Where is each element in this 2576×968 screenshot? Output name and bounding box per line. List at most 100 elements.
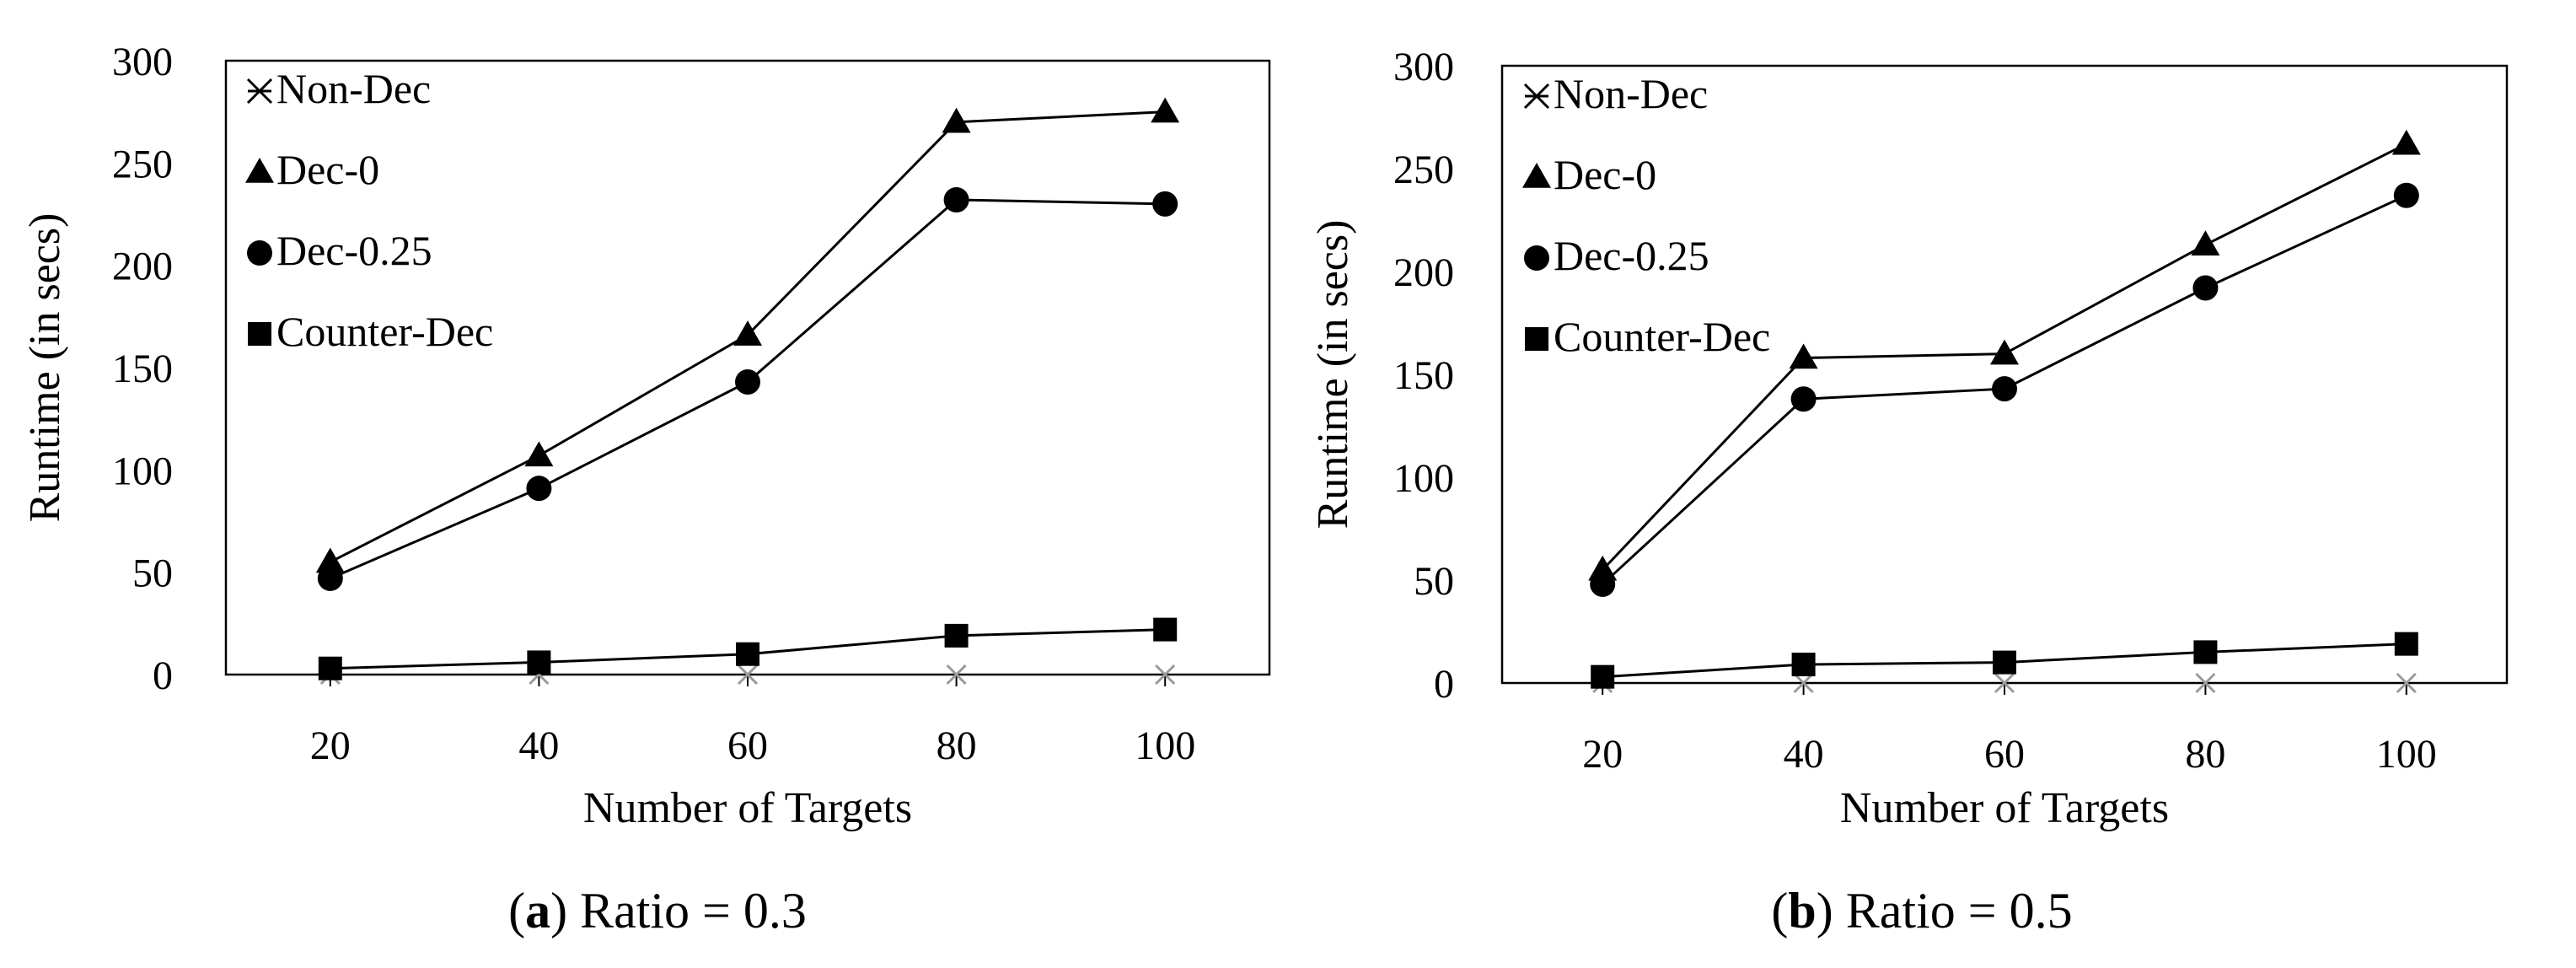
y-axis-label: Runtime (in secs) — [1309, 220, 1357, 530]
legend-marker — [248, 322, 271, 346]
data-point — [2191, 230, 2220, 256]
y-tick-label: 200 — [1393, 250, 1454, 295]
data-point — [1789, 343, 1818, 369]
legend-marker — [1524, 245, 1549, 271]
y-tick-label: 200 — [112, 245, 173, 289]
data-point — [736, 642, 759, 666]
panel-caption: (a) Ratio = 0.3 — [508, 883, 807, 938]
legend-marker — [247, 240, 272, 266]
legend-marker — [1523, 83, 1550, 110]
legend-label: Counter-Dec — [276, 308, 493, 355]
legend-label: Dec-0.25 — [276, 227, 432, 274]
data-point — [2193, 640, 2218, 664]
data-point — [1155, 664, 1176, 686]
legend-marker — [1522, 163, 1551, 188]
legend: Non-Dec Dec-0 Dec-0.25 Counter-Dec — [245, 65, 493, 355]
x-tick-label: 60 — [727, 723, 768, 768]
y-tick-label: 300 — [112, 40, 173, 84]
legend: Non-Dec Dec-0 Dec-0.25 Counter-Dec — [1522, 70, 1770, 360]
data-point — [2396, 672, 2417, 694]
y-tick-label: 250 — [1393, 148, 1454, 192]
legend-marker — [245, 158, 274, 183]
data-point — [1152, 191, 1178, 217]
data-point — [946, 664, 967, 686]
caption-text: ) Ratio = 0.3 — [550, 883, 807, 938]
y-tick-label: 50 — [1414, 559, 1454, 604]
series-dec-0-25 — [1590, 182, 2419, 597]
x-tick-label: 80 — [936, 723, 977, 768]
data-point — [943, 187, 969, 213]
plot-frame — [224, 59, 1271, 676]
legend-label: Non-Dec — [1554, 70, 1708, 117]
x-tick-label: 40 — [1784, 732, 1824, 777]
x-tick-label: 60 — [1984, 732, 2025, 777]
data-point — [735, 368, 760, 395]
x-tick-label: 80 — [2185, 732, 2225, 777]
data-point — [1791, 653, 1816, 677]
data-point — [733, 320, 762, 346]
caption-letter: b — [1788, 883, 1816, 938]
x-tick-label: 40 — [518, 723, 559, 768]
data-point — [317, 565, 343, 591]
legend-label: Dec-0.25 — [1554, 232, 1709, 279]
caption-prefix: ( — [1771, 883, 1788, 938]
series-counter-dec — [1591, 632, 2418, 689]
data-point — [2192, 275, 2219, 301]
data-point — [315, 547, 345, 573]
x-tick-label: 100 — [1135, 723, 1195, 768]
series-dec-0-25 — [317, 187, 1178, 591]
caption-letter: a — [525, 883, 550, 938]
data-point — [318, 656, 342, 680]
legend-marker — [1525, 327, 1548, 351]
x-tick-label: 100 — [2376, 732, 2437, 777]
data-point — [2195, 672, 2216, 694]
data-point — [526, 476, 552, 502]
data-point — [1993, 650, 2016, 675]
series-dec-0 — [1588, 129, 2421, 581]
data-point — [1793, 672, 1814, 694]
panel-caption: (b) Ratio = 0.5 — [1771, 883, 2072, 938]
y-tick-label: 100 — [1393, 456, 1454, 501]
data-point — [1990, 339, 2019, 365]
legend-label: Dec-0 — [1554, 151, 1656, 198]
data-point — [527, 650, 551, 675]
x-axis-label: Number of Targets — [1840, 784, 2169, 832]
data-point — [524, 441, 554, 467]
data-point — [1153, 617, 1178, 642]
data-point — [1994, 672, 2015, 694]
chart-panel-a: 0 50 100 150 200 250 300 20 40 60 80 100 Number of T… — [21, 40, 1271, 938]
caption-text: ) Ratio = 0.5 — [1817, 883, 2073, 938]
data-point — [1151, 97, 1180, 123]
data-point — [1590, 571, 1616, 597]
data-point — [2391, 129, 2421, 155]
y-axis-label: Runtime (in secs) — [21, 213, 69, 523]
x-tick-label: 20 — [1582, 732, 1623, 777]
data-point — [737, 664, 759, 686]
data-point — [944, 623, 969, 648]
series-counter-dec — [318, 617, 1178, 680]
x-axis-label: Number of Targets — [583, 784, 912, 832]
data-point — [1790, 386, 1817, 412]
y-tick-label: 150 — [1393, 353, 1454, 398]
y-tick-label: 100 — [112, 449, 173, 493]
x-tick-label: 20 — [310, 723, 351, 768]
y-tick-label: 50 — [132, 551, 173, 596]
y-tick-label: 300 — [1393, 45, 1454, 89]
data-point — [942, 107, 971, 133]
data-point — [1992, 376, 2017, 402]
legend-label: Counter-Dec — [1554, 313, 1770, 360]
chart-panel-b: 0 50 100 150 200 250 300 20 40 60 80 100 Number of T… — [1309, 45, 2509, 938]
y-tick-label: 0 — [1434, 662, 1454, 707]
legend-marker — [246, 78, 273, 105]
legend-label: Non-Dec — [276, 65, 431, 112]
data-point — [1591, 664, 1615, 689]
y-tick-label: 150 — [112, 347, 173, 391]
caption-prefix: ( — [508, 883, 525, 938]
data-point — [2394, 632, 2418, 656]
y-tick-label: 0 — [153, 653, 173, 698]
legend-label: Dec-0 — [276, 146, 379, 193]
data-point — [2393, 182, 2419, 208]
y-tick-label: 250 — [112, 142, 173, 186]
series-dec-0 — [315, 97, 1180, 573]
